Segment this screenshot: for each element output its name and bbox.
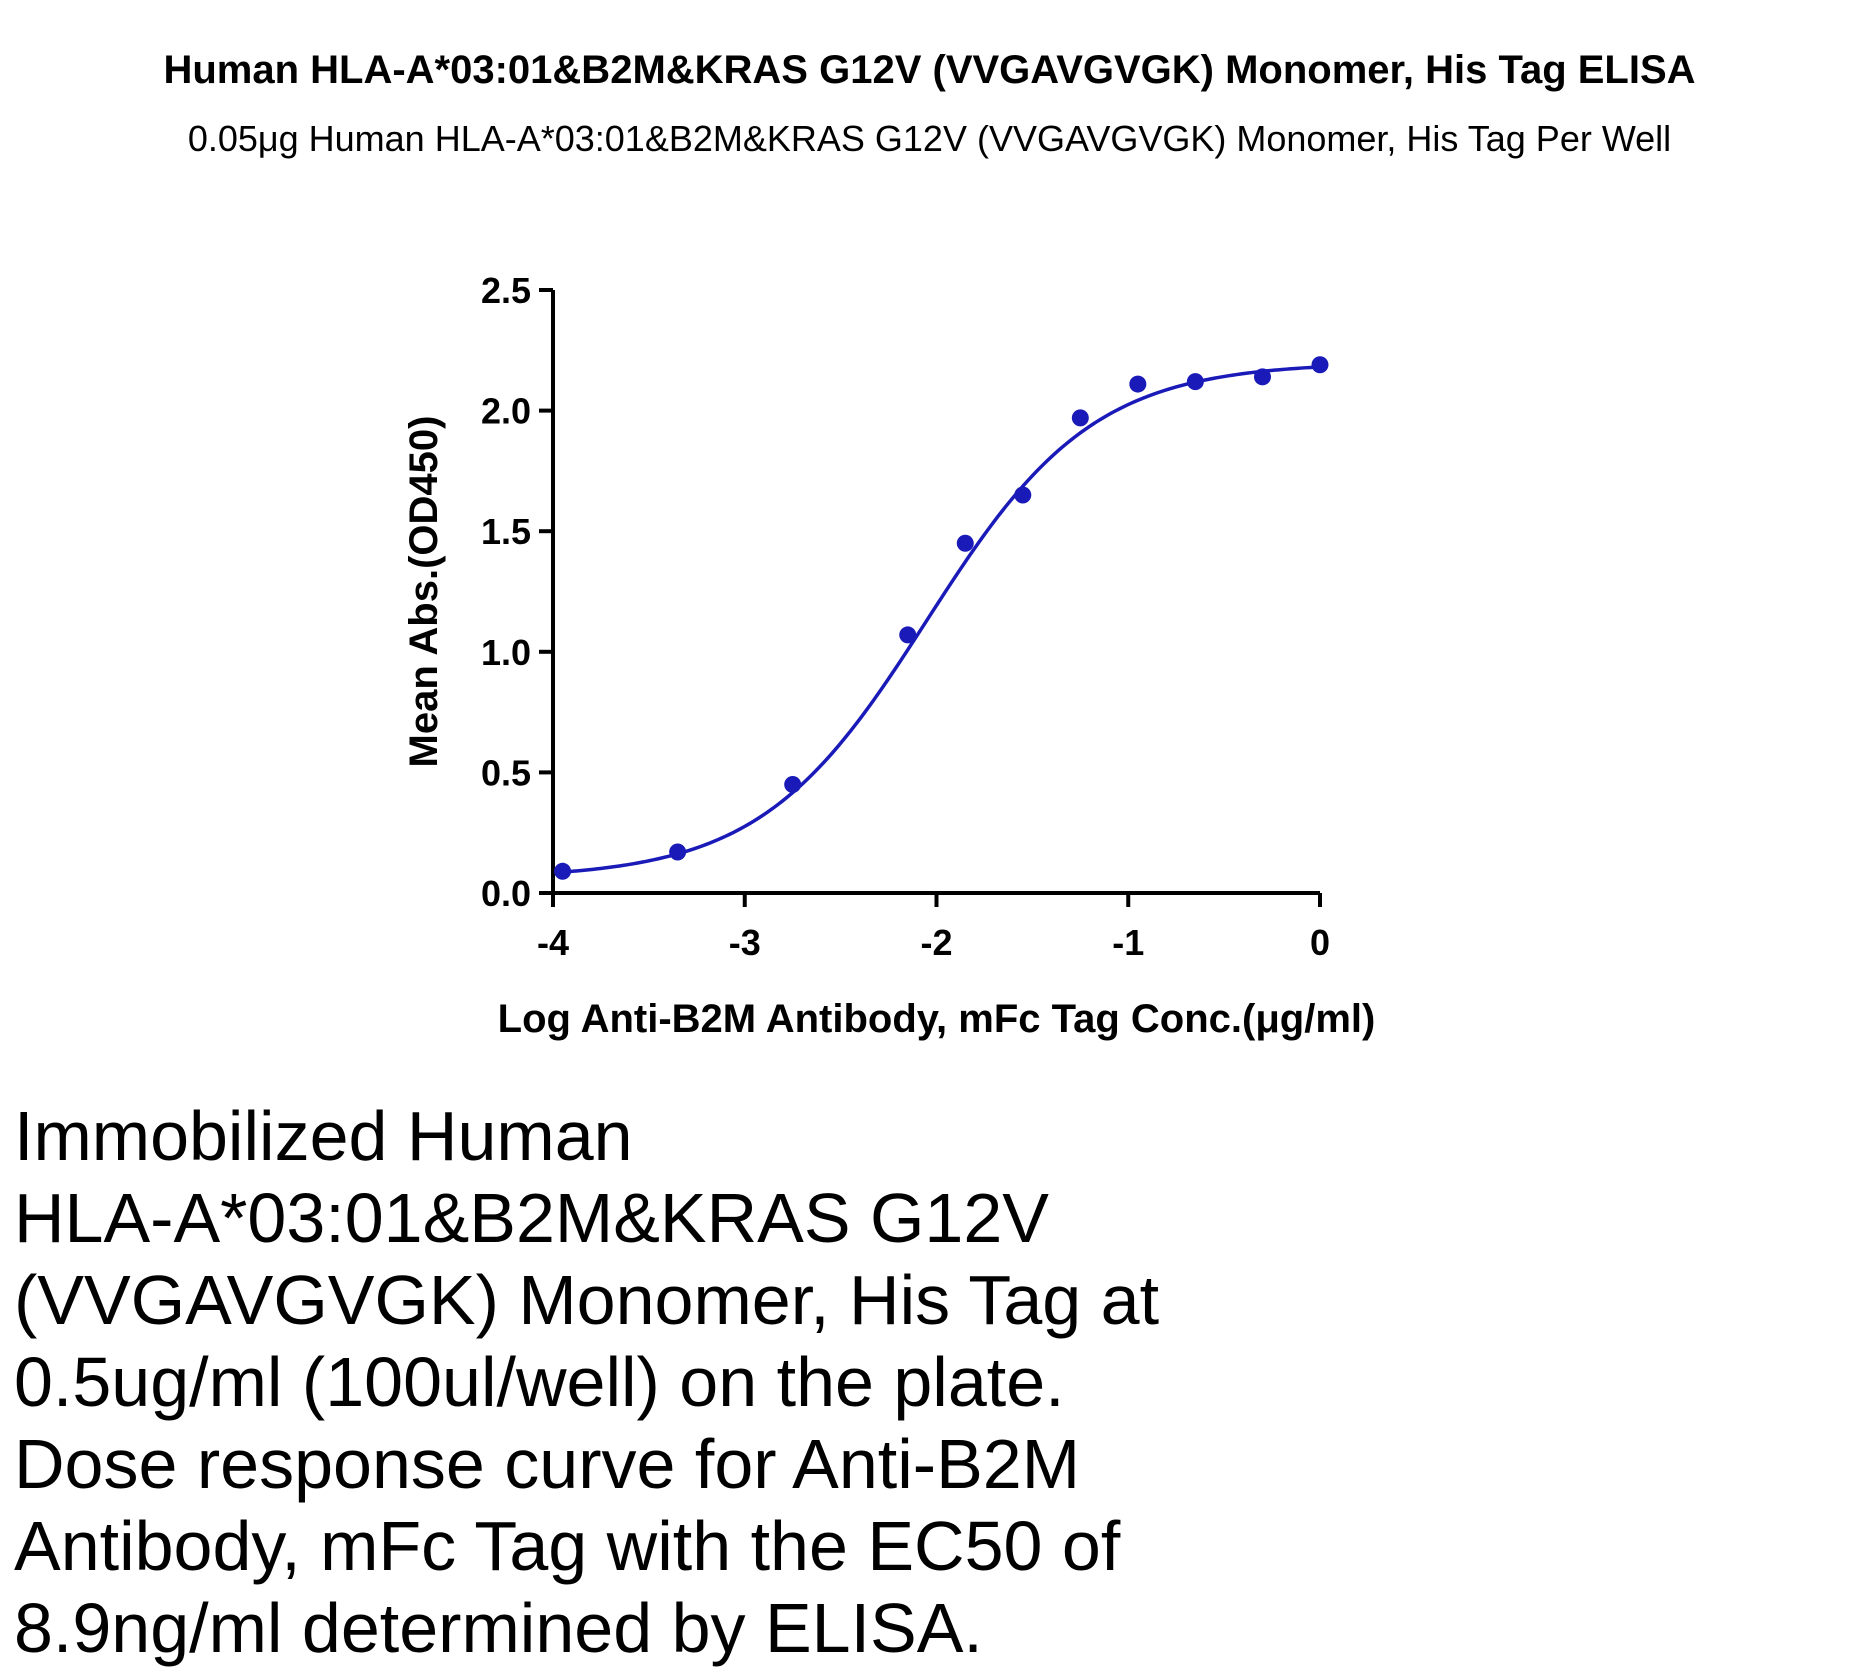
x-axis-label: Log Anti-B2M Antibody, mFc Tag Conc.(μg/…	[498, 997, 1376, 1041]
x-tick-label: -4	[537, 922, 569, 963]
y-tick-label: 0.5	[481, 752, 531, 793]
fit-curve	[562, 365, 1321, 874]
data-point	[956, 534, 974, 552]
data-point	[1311, 356, 1329, 374]
y-tick-label: 1.0	[481, 632, 531, 673]
caption: Immobilized Human HLA-A*03:01&B2M&KRAS G…	[14, 1095, 1274, 1669]
caption-line: Immobilized Human	[14, 1097, 633, 1175]
y-axis-label: Mean Abs.(OD450)	[402, 416, 446, 768]
chart-subtitle: 0.05μg Human HLA-A*03:01&B2M&KRAS G12V (…	[187, 118, 1672, 159]
y-tick-label: 0.0	[481, 873, 531, 914]
caption-line: (VVGAVGVGK) Monomer, His Tag at	[14, 1261, 1160, 1339]
caption-line: Dose response curve for Anti-B2M	[14, 1425, 1081, 1503]
x-tick-label: -2	[920, 922, 952, 963]
caption-line: HLA-A*03:01&B2M&KRAS G12V	[14, 1179, 1049, 1257]
chart-axes: 0.0 0.5 1.0 1.5 2.0 2.5 -4 -3 -2 -1 0	[481, 270, 1330, 963]
y-tick-label: 1.5	[481, 511, 531, 552]
data-point	[1014, 486, 1032, 504]
data-point	[1186, 373, 1204, 391]
data-point	[554, 862, 572, 880]
y-tick-label: 2.0	[481, 391, 531, 432]
data-point	[784, 775, 802, 793]
x-tick-label: -1	[1112, 922, 1144, 963]
caption-line: 8.9ng/ml determined by ELISA.	[14, 1589, 983, 1667]
chart-title: Human HLA-A*03:01&B2M&KRAS G12V (VVGAVGV…	[163, 48, 1696, 92]
data-points	[554, 356, 1329, 880]
data-point	[1253, 368, 1271, 386]
caption-line: Antibody, mFc Tag with the EC50 of	[14, 1507, 1121, 1585]
data-point	[1071, 409, 1089, 427]
data-point	[899, 626, 917, 644]
elisa-chart: 0.0 0.5 1.0 1.5 2.0 2.5 -4 -3 -2 -1 0 Log Anti-B2M…	[402, 270, 1376, 1041]
x-tick-label: 0	[1310, 922, 1330, 963]
data-point	[669, 843, 687, 861]
data-point	[1129, 375, 1147, 393]
y-tick-label: 2.5	[481, 270, 531, 311]
caption-line: 0.5ug/ml (100ul/well) on the plate.	[14, 1343, 1065, 1421]
x-tick-label: -3	[729, 922, 761, 963]
